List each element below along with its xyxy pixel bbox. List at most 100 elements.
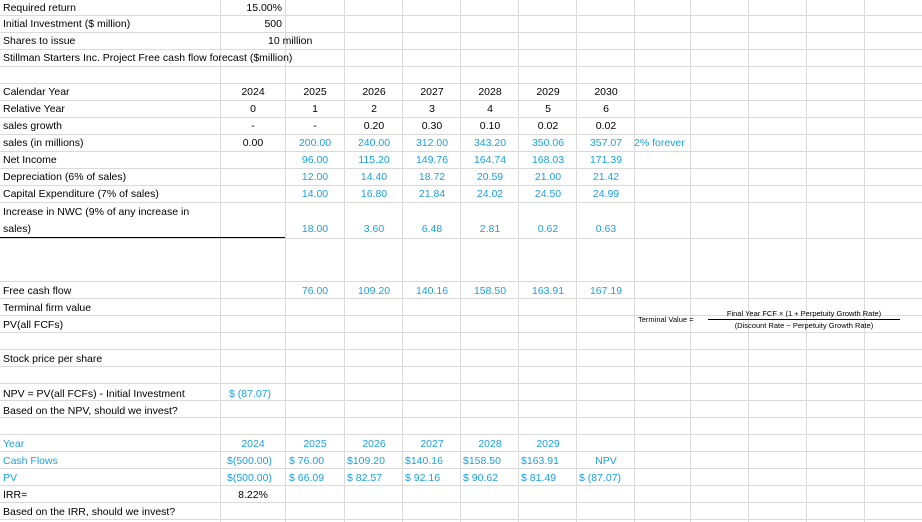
cash-flow-cell[interactable]: $140.16 xyxy=(405,455,443,467)
relative-year-cell[interactable]: 3 xyxy=(429,103,435,115)
year-cell[interactable]: 2025 xyxy=(303,86,327,98)
relative-year-cell[interactable]: 2 xyxy=(371,103,377,115)
forecast-title[interactable]: Stillman Starters Inc. Project Free cash… xyxy=(3,52,293,64)
bottom-year-cell[interactable]: 2024 xyxy=(241,438,265,450)
net-income-cell[interactable]: 168.03 xyxy=(531,154,565,166)
capex-cell[interactable]: 24.02 xyxy=(476,188,504,200)
fcf-cell[interactable]: 158.50 xyxy=(473,285,507,297)
growth-cell[interactable]: - xyxy=(251,120,255,132)
nwc-cell[interactable]: 18.00 xyxy=(301,223,329,235)
depreciation-cell[interactable]: 21.42 xyxy=(592,171,620,183)
required-return-value[interactable]: 15.00% xyxy=(246,2,282,14)
cash-flow-cell[interactable]: $109.20 xyxy=(347,455,385,467)
cash-flow-cell[interactable]: $ 76.00 xyxy=(289,455,325,467)
net-income-cell[interactable]: 149.76 xyxy=(415,154,449,166)
relative-year-cell[interactable]: 0 xyxy=(250,103,256,115)
required-return-label[interactable]: Required return xyxy=(3,2,76,14)
row-label-nwc-line1[interactable]: Increase in NWC (9% of any increase in xyxy=(3,206,190,218)
cash-flow-cell[interactable]: $158.50 xyxy=(463,455,501,467)
capex-cell[interactable]: 14.00 xyxy=(301,188,329,200)
net-income-cell[interactable]: 96.00 xyxy=(301,154,329,166)
capex-cell[interactable]: 24.99 xyxy=(592,188,620,200)
bottom-irr-label[interactable]: IRR= xyxy=(3,489,28,501)
year-cell[interactable]: 2026 xyxy=(362,86,386,98)
pv-cell[interactable]: $ 82.57 xyxy=(347,472,383,484)
npv-question[interactable]: Based on the NPV, should we invest? xyxy=(3,405,178,417)
row-label-fcf[interactable]: Free cash flow xyxy=(3,285,72,297)
growth-cell[interactable]: 0.10 xyxy=(479,120,501,132)
row-label-pv-all[interactable]: PV(all FCFs) xyxy=(3,319,64,331)
fcf-cell[interactable]: 167.19 xyxy=(589,285,623,297)
sales-cell[interactable]: 357.07 xyxy=(589,137,623,149)
shares-label[interactable]: Shares to issue xyxy=(3,35,76,47)
net-income-cell[interactable]: 115.20 xyxy=(358,154,390,166)
relative-year-cell[interactable]: 5 xyxy=(545,103,551,115)
pv-cell[interactable]: $ 81.49 xyxy=(521,472,557,484)
bottom-npv-value[interactable]: $ (87.07) xyxy=(579,472,622,484)
row-label-net-income[interactable]: Net Income xyxy=(3,154,57,166)
row-label-stock-price[interactable]: Stock price per share xyxy=(3,353,103,365)
growth-cell[interactable]: 0.02 xyxy=(595,120,617,132)
pv-cell[interactable]: $(500.00) xyxy=(227,472,272,484)
sales-cell[interactable]: 240.00 xyxy=(357,137,391,149)
sales-cell[interactable]: 200.00 xyxy=(298,137,332,149)
bottom-year-cell[interactable]: 2025 xyxy=(303,438,327,450)
bottom-year-cell[interactable]: 2029 xyxy=(536,438,560,450)
fcf-cell[interactable]: 140.16 xyxy=(415,285,449,297)
row-label-calendar-year[interactable]: Calendar Year xyxy=(3,86,70,98)
cash-flow-cell[interactable]: $(500.00) xyxy=(227,455,272,467)
capex-cell[interactable]: 16.80 xyxy=(360,188,388,200)
initial-investment-label[interactable]: Initial Investment ($ million) xyxy=(3,18,131,30)
pv-cell[interactable]: $ 92.16 xyxy=(405,472,441,484)
depreciation-cell[interactable]: 14.40 xyxy=(360,171,388,183)
fcf-cell[interactable]: 109.20 xyxy=(357,285,391,297)
year-cell[interactable]: 2030 xyxy=(594,86,618,98)
year-cell[interactable]: 2024 xyxy=(241,86,265,98)
nwc-cell[interactable]: 2.81 xyxy=(479,223,501,235)
bottom-irr-question[interactable]: Based on the IRR, should we invest? xyxy=(3,506,176,518)
nwc-cell[interactable]: 0.62 xyxy=(537,223,559,235)
row-label-sales[interactable]: sales (in millions) xyxy=(3,137,84,149)
depreciation-cell[interactable]: 12.00 xyxy=(301,171,329,183)
year-cell[interactable]: 2027 xyxy=(420,86,444,98)
pv-cell[interactable]: $ 66.09 xyxy=(289,472,325,484)
nwc-cell[interactable]: 3.60 xyxy=(363,223,385,235)
bottom-year-cell[interactable]: 2027 xyxy=(420,438,444,450)
growth-cell[interactable]: 0.30 xyxy=(421,120,443,132)
row-label-terminal[interactable]: Terminal firm value xyxy=(3,302,92,314)
bottom-pv-label[interactable]: PV xyxy=(3,472,18,484)
row-label-capex[interactable]: Capital Expenditure (7% of sales) xyxy=(3,188,159,200)
row-label-relative-year[interactable]: Relative Year xyxy=(3,103,65,115)
bottom-year-cell[interactable]: 2026 xyxy=(362,438,386,450)
npv-formula-label[interactable]: NPV = PV(all FCFs) - Initial Investment xyxy=(3,388,185,400)
sales-cell[interactable]: 350.06 xyxy=(531,137,565,149)
net-income-cell[interactable]: 171.39 xyxy=(589,154,623,166)
forever-note[interactable]: 2% forever xyxy=(634,137,685,149)
row-label-sales-growth[interactable]: sales growth xyxy=(3,120,62,132)
irr-value[interactable]: 8.22% xyxy=(238,489,268,501)
row-label-nwc-line2[interactable]: sales) xyxy=(3,223,32,235)
shares-value[interactable]: 10 million xyxy=(268,35,313,47)
cash-flow-cell[interactable]: $163.91 xyxy=(521,455,559,467)
growth-cell[interactable]: 0.20 xyxy=(363,120,385,132)
sales-cell[interactable]: 0.00 xyxy=(242,137,264,149)
npv-header[interactable]: NPV xyxy=(595,455,617,467)
fcf-cell[interactable]: 76.00 xyxy=(301,285,329,297)
growth-cell[interactable]: - xyxy=(313,120,317,132)
relative-year-cell[interactable]: 6 xyxy=(603,103,609,115)
net-income-cell[interactable]: 164.74 xyxy=(473,154,507,166)
depreciation-cell[interactable]: 20.59 xyxy=(476,171,504,183)
year-cell[interactable]: 2029 xyxy=(536,86,560,98)
initial-investment-value[interactable]: 500 xyxy=(264,18,282,30)
nwc-cell[interactable]: 6.48 xyxy=(421,223,443,235)
growth-cell[interactable]: 0.02 xyxy=(537,120,559,132)
npv-value[interactable]: $ (87.07) xyxy=(229,388,272,400)
sales-cell[interactable]: 312.00 xyxy=(415,137,449,149)
nwc-cell[interactable]: 0.63 xyxy=(595,223,617,235)
depreciation-cell[interactable]: 18.72 xyxy=(418,171,446,183)
relative-year-cell[interactable]: 4 xyxy=(487,103,493,115)
bottom-year-label[interactable]: Year xyxy=(3,438,25,450)
capex-cell[interactable]: 21.84 xyxy=(418,188,446,200)
pv-cell[interactable]: $ 90.62 xyxy=(463,472,499,484)
bottom-cash-flows-label[interactable]: Cash Flows xyxy=(3,455,58,467)
